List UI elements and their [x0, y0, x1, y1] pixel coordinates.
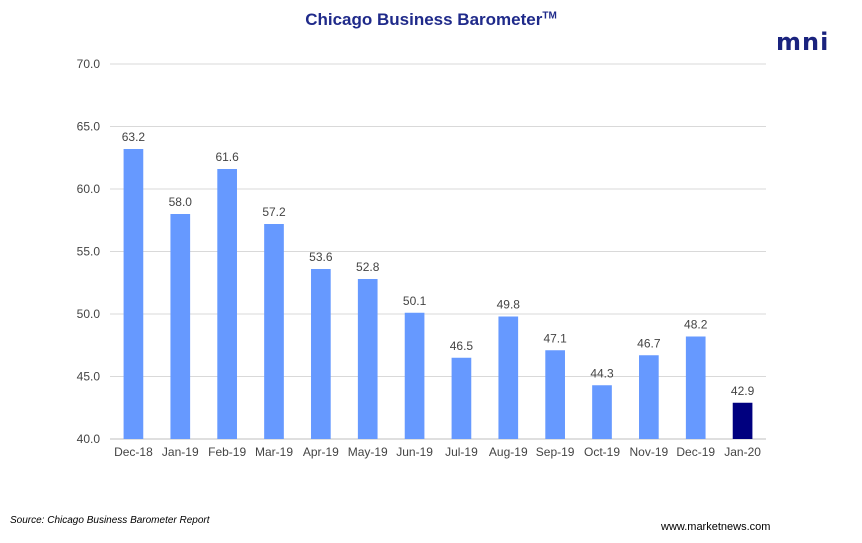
data-label: 57.2: [262, 205, 286, 219]
bar: [639, 355, 659, 439]
data-label: 49.8: [497, 298, 521, 312]
data-label: 48.2: [684, 318, 708, 332]
y-tick-label: 60.0: [77, 182, 101, 196]
chart-title: Chicago Business BarometerTM: [0, 10, 862, 30]
x-tick-label: Aug-19: [489, 445, 528, 459]
x-tick-label: Mar-19: [255, 445, 293, 459]
y-tick-label: 65.0: [77, 120, 101, 134]
x-tick-label: Nov-19: [630, 445, 669, 459]
x-tick-label: Apr-19: [303, 445, 339, 459]
data-label: 46.5: [450, 339, 474, 353]
x-tick-label: Feb-19: [208, 445, 246, 459]
data-label: 50.1: [403, 294, 427, 308]
bar: [357, 279, 378, 439]
x-tick-label: Sep-19: [536, 445, 575, 459]
y-tick-label: 50.0: [77, 307, 101, 321]
bar: [311, 269, 331, 439]
data-label: 46.7: [637, 336, 661, 350]
y-tick-label: 55.0: [77, 245, 101, 259]
data-label: 44.3: [590, 366, 614, 380]
bar: [170, 214, 191, 439]
x-tick-label: Oct-19: [584, 445, 620, 459]
trademark-sup: TM: [542, 10, 557, 22]
data-label: 52.8: [356, 260, 380, 274]
data-label: 42.9: [731, 384, 755, 398]
bar: [732, 402, 753, 439]
y-tick-label: 70.0: [77, 57, 101, 71]
y-tick-label: 45.0: [77, 370, 101, 384]
bar: [498, 316, 519, 439]
bar: [592, 385, 612, 439]
data-label: 63.2: [122, 130, 146, 144]
bar: [451, 357, 472, 439]
data-label: 53.6: [309, 250, 333, 264]
x-tick-label: Jan-20: [724, 445, 761, 459]
x-tick-label: May-19: [348, 445, 388, 459]
data-label: 58.0: [169, 195, 193, 209]
chart-title-text: Chicago Business Barometer: [305, 10, 543, 29]
bar: [404, 312, 425, 439]
data-label: 61.6: [215, 150, 239, 164]
y-tick-label: 40.0: [77, 432, 101, 446]
bar: [123, 149, 144, 439]
data-label: 47.1: [543, 331, 567, 345]
x-tick-label: Jun-19: [396, 445, 433, 459]
bar: [264, 224, 284, 439]
bar: [685, 336, 706, 439]
mni-logo: mni: [776, 28, 830, 56]
site-url: www.marketnews.com: [661, 521, 771, 533]
source-note: Source: Chicago Business Barometer Repor…: [10, 515, 210, 526]
x-tick-label: Jul-19: [445, 445, 478, 459]
x-tick-label: Dec-19: [676, 445, 715, 459]
bar: [545, 350, 565, 439]
x-tick-label: Jan-19: [162, 445, 199, 459]
x-tick-label: Dec-18: [114, 445, 153, 459]
bar: [217, 169, 237, 439]
